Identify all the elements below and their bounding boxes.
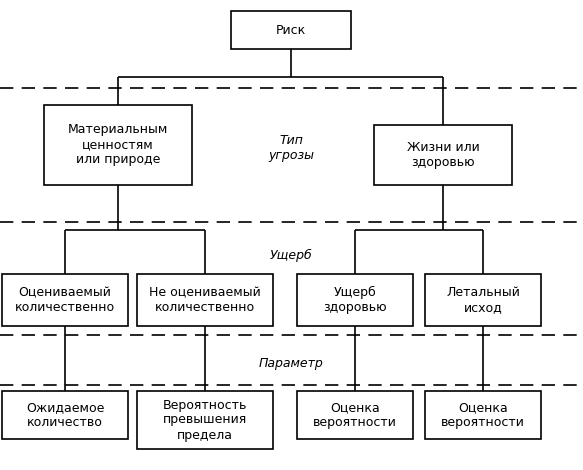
Bar [2,391,128,439]
Text: Параметр: Параметр [259,357,324,369]
Text: Летальный
исход: Летальный исход [446,286,520,314]
Bar [44,105,192,185]
Text: Оценка
вероятности: Оценка вероятности [313,401,397,429]
Text: Риск: Риск [276,24,306,37]
Text: Жизни или
здоровью: Жизни или здоровью [406,141,479,169]
Text: Ожидаемое
количество: Ожидаемое количество [26,401,104,429]
Bar [137,274,273,326]
Bar [231,11,351,49]
Bar [297,391,413,439]
Text: Ущерб: Ущерб [269,249,312,261]
Bar [297,274,413,326]
Text: Материальным
ценностям
или природе: Материальным ценностям или природе [68,124,168,166]
Bar [425,391,541,439]
Text: Оцениваемый
количественно: Оцениваемый количественно [15,286,115,314]
Text: Тип
угрозы: Тип угрозы [268,134,314,162]
Text: Вероятность
превышения
предела: Вероятность превышения предела [163,399,247,441]
Bar [2,274,128,326]
Text: Не оцениваемый
количественно: Не оцениваемый количественно [149,286,261,314]
Bar [137,391,273,449]
Bar [374,125,512,185]
Bar [425,274,541,326]
Text: Оценка
вероятности: Оценка вероятности [441,401,525,429]
Text: Ущерб
здоровью: Ущерб здоровью [323,286,387,314]
